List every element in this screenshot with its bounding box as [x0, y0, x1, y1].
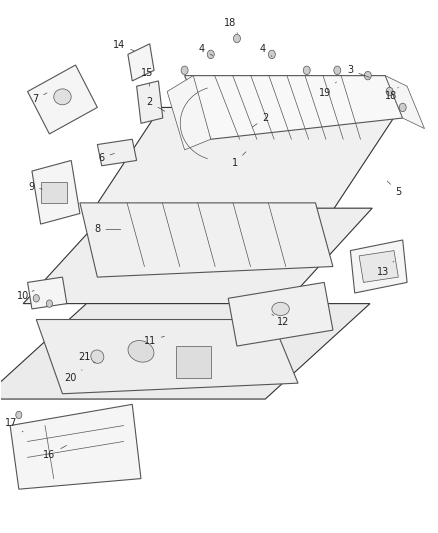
Text: 1: 1 — [231, 152, 245, 168]
Text: 13: 13 — [376, 261, 393, 277]
Text: 6: 6 — [99, 153, 114, 163]
Polygon shape — [80, 203, 332, 277]
Circle shape — [233, 34, 240, 43]
Circle shape — [303, 66, 310, 75]
Text: 12: 12 — [271, 314, 288, 327]
Text: 9: 9 — [28, 182, 42, 192]
Bar — [41, 182, 67, 203]
Text: 17: 17 — [5, 418, 23, 432]
Bar — [176, 346, 210, 378]
Polygon shape — [36, 319, 297, 394]
Text: 5: 5 — [386, 181, 401, 197]
Text: 8: 8 — [94, 224, 120, 235]
Polygon shape — [28, 65, 97, 134]
Polygon shape — [127, 44, 154, 81]
Ellipse shape — [128, 341, 154, 362]
Ellipse shape — [271, 302, 289, 316]
Text: 21: 21 — [78, 352, 95, 363]
Polygon shape — [358, 251, 397, 282]
Circle shape — [33, 295, 39, 302]
Polygon shape — [23, 208, 371, 304]
Text: 18: 18 — [384, 87, 397, 101]
Text: 2: 2 — [146, 97, 164, 111]
Circle shape — [207, 50, 214, 59]
Ellipse shape — [91, 350, 104, 364]
Polygon shape — [228, 282, 332, 346]
Polygon shape — [10, 405, 141, 489]
Polygon shape — [385, 76, 424, 128]
Polygon shape — [184, 76, 402, 139]
Circle shape — [268, 50, 275, 59]
Text: 2: 2 — [252, 113, 268, 127]
Text: 14: 14 — [113, 40, 134, 51]
Text: 4: 4 — [198, 44, 212, 55]
Polygon shape — [0, 304, 369, 399]
Text: 7: 7 — [32, 93, 47, 104]
Text: 18: 18 — [224, 18, 237, 34]
Polygon shape — [32, 160, 80, 224]
Circle shape — [364, 71, 371, 80]
Text: 3: 3 — [346, 66, 369, 77]
Circle shape — [46, 300, 52, 308]
Text: 11: 11 — [143, 336, 164, 346]
Text: 15: 15 — [141, 68, 153, 86]
Text: 4: 4 — [259, 44, 271, 56]
Polygon shape — [350, 240, 406, 293]
Polygon shape — [167, 76, 210, 150]
Circle shape — [333, 66, 340, 75]
Text: 16: 16 — [43, 446, 67, 460]
Polygon shape — [91, 108, 399, 214]
Text: 19: 19 — [318, 82, 336, 98]
Text: 10: 10 — [17, 290, 34, 301]
Circle shape — [398, 103, 405, 112]
Circle shape — [16, 411, 22, 419]
Ellipse shape — [53, 89, 71, 105]
Polygon shape — [136, 81, 162, 123]
Text: 20: 20 — [64, 370, 82, 383]
Polygon shape — [97, 139, 136, 166]
Circle shape — [181, 66, 187, 75]
Polygon shape — [28, 277, 67, 309]
Circle shape — [385, 87, 392, 96]
